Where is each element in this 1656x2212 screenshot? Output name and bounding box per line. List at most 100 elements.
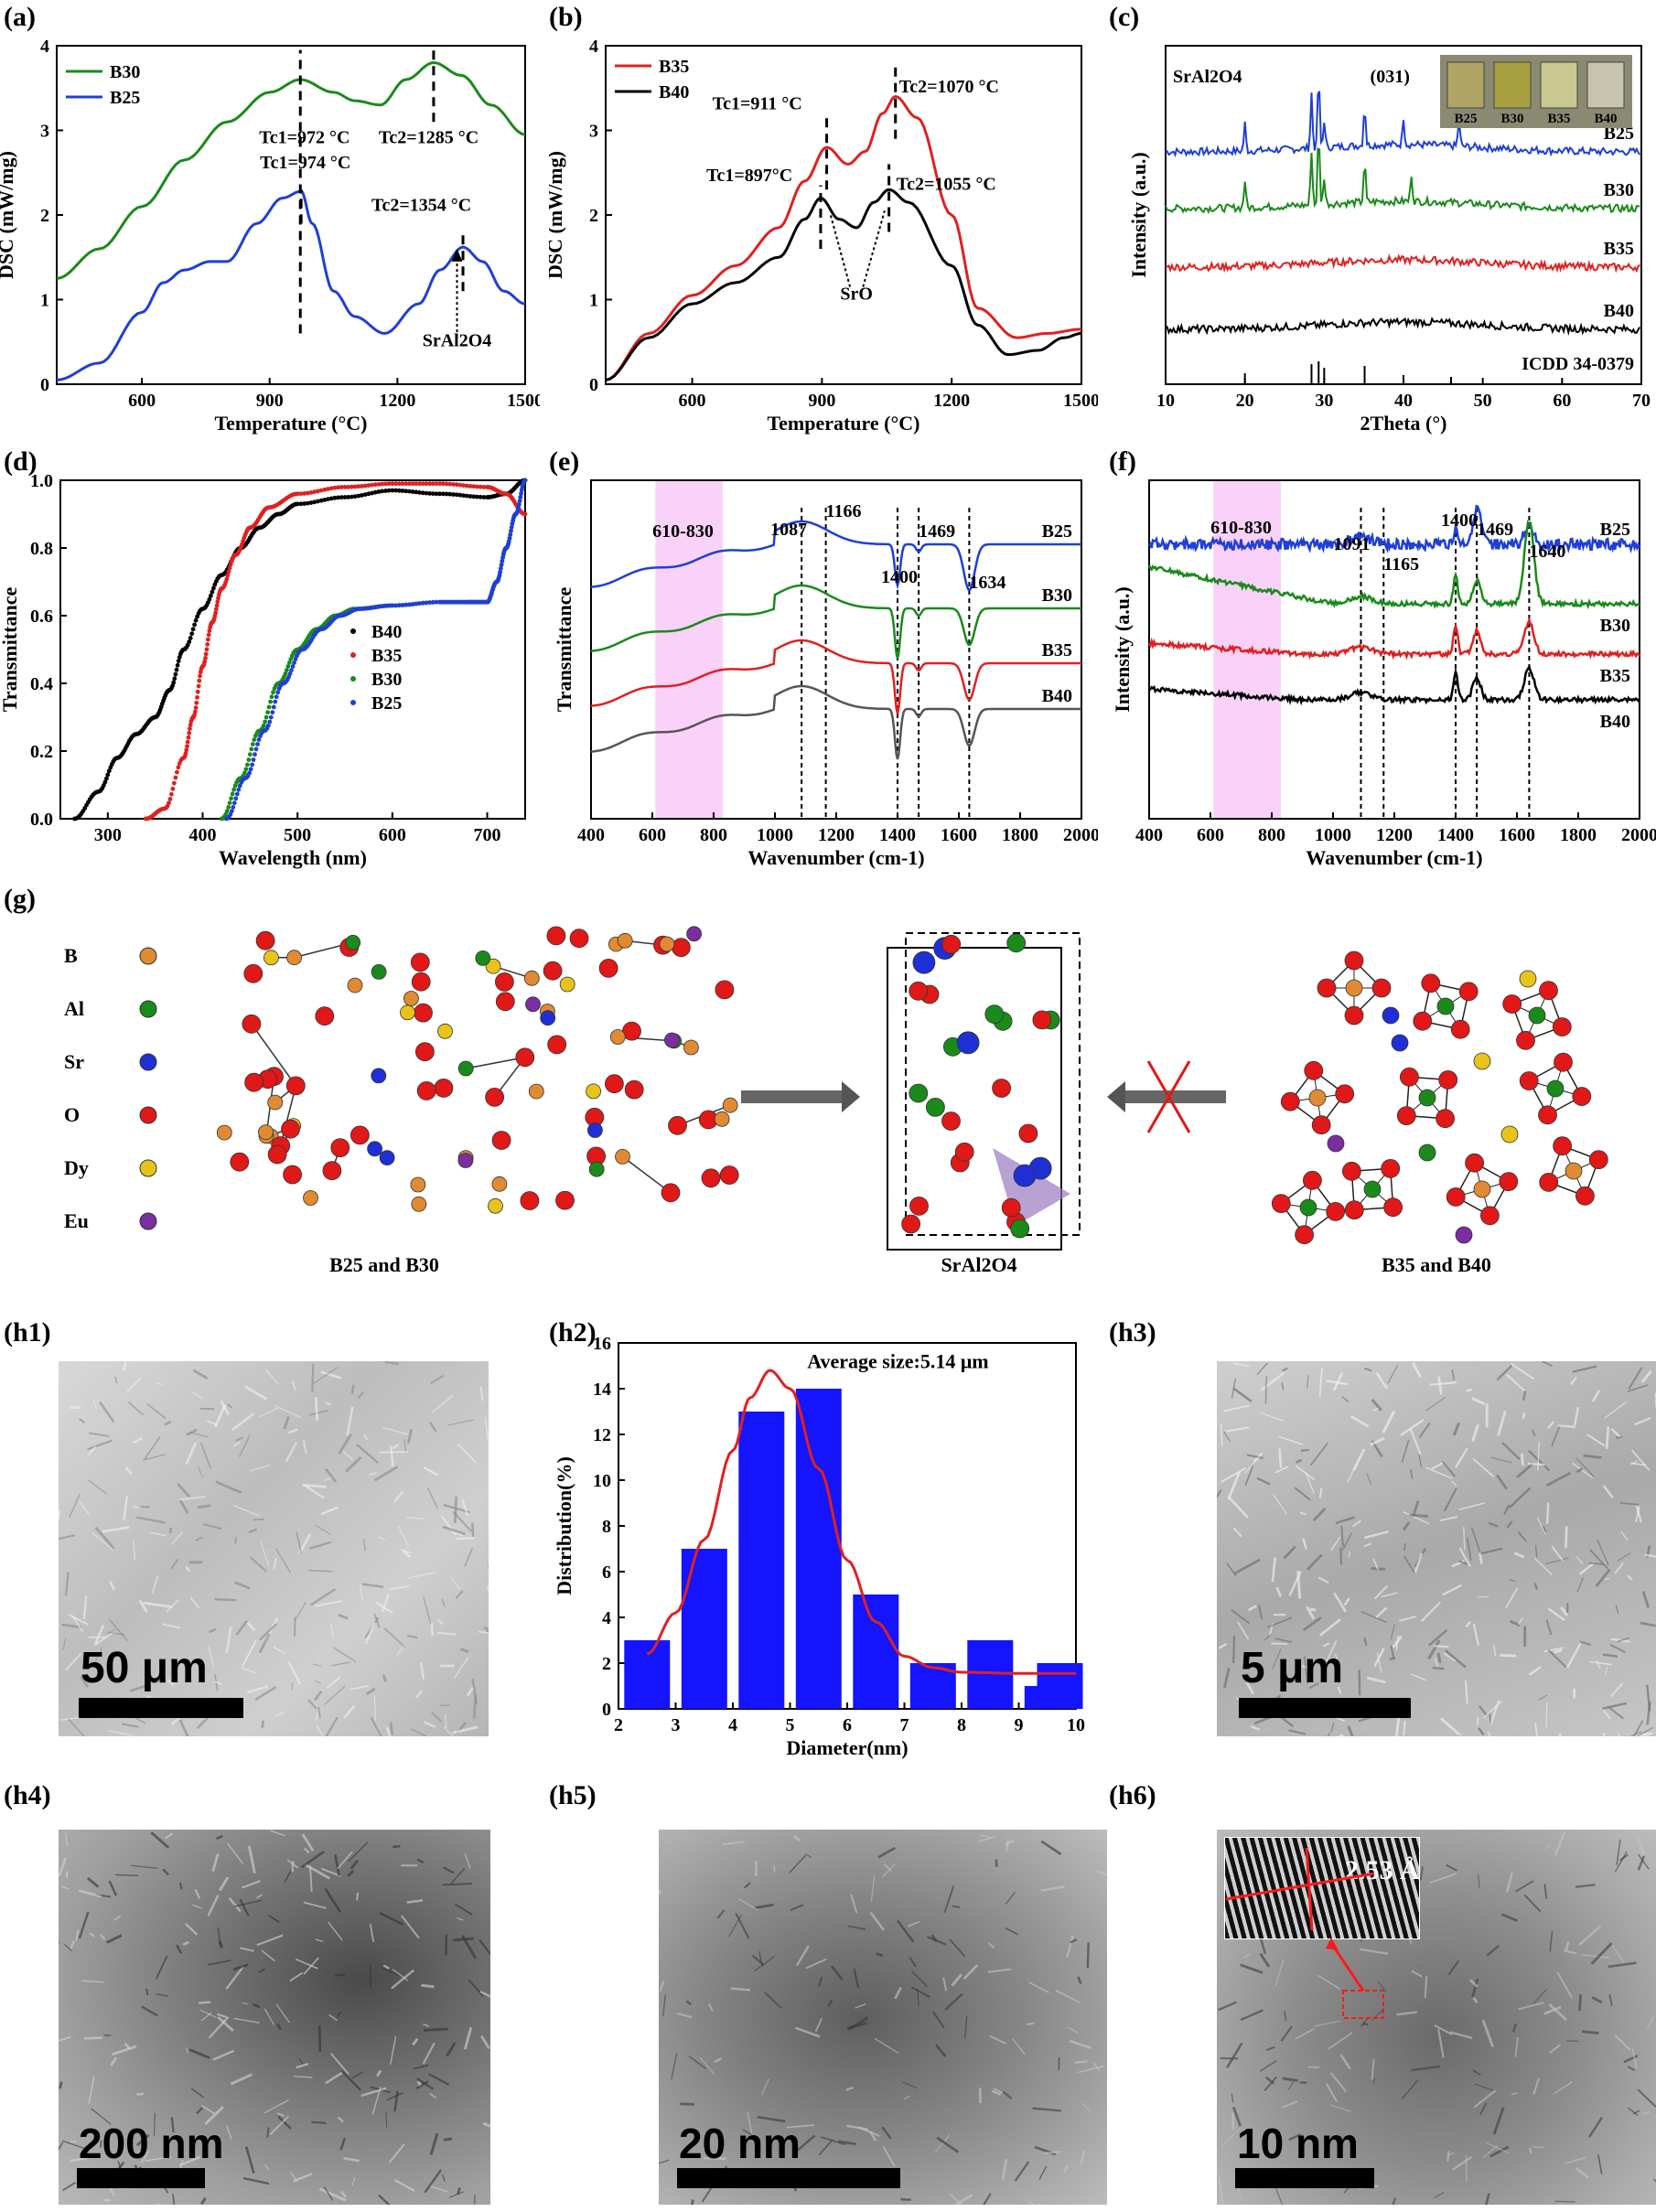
texture-stroke (1425, 1466, 1453, 1479)
texture-stroke (1232, 1635, 1236, 1663)
texture-stroke (437, 1618, 444, 1626)
texture-stroke (1005, 1839, 1009, 1852)
scatter-point-B35 (188, 726, 192, 731)
spectrum-label-B40: B40 (1600, 712, 1630, 732)
texture-stroke (416, 2078, 434, 2090)
scatter-point-B40 (342, 495, 348, 499)
texture-stroke (242, 1880, 261, 1889)
texture-stroke (1271, 1642, 1288, 1646)
scatter-point-B35 (447, 481, 453, 487)
scatter-point-B40 (104, 776, 109, 781)
texture-stroke (1576, 1577, 1585, 1593)
scatter-point-B35 (328, 486, 334, 491)
texture-stroke (1282, 2077, 1298, 2082)
texture-stroke (182, 1940, 189, 1946)
texture-stroke (246, 1621, 256, 1632)
texture-stroke (1471, 1978, 1479, 1999)
scatter-point-B35 (302, 491, 306, 496)
texture-stroke (1503, 1504, 1511, 1515)
scatter-point-B35 (186, 735, 191, 740)
texture-stroke (1306, 1605, 1316, 1620)
texture-stroke (1256, 1362, 1268, 1376)
shaded-region (655, 480, 724, 819)
spectrum-B35 (590, 639, 1081, 714)
atom-Sr (540, 1010, 556, 1026)
texture-stroke (1314, 2020, 1341, 2027)
texture-stroke (1308, 1682, 1319, 1690)
scatter-series-B35 (143, 481, 528, 821)
texture-stroke (89, 1932, 95, 1938)
atom-Dy (586, 1083, 601, 1100)
scatter-point-B35 (393, 481, 398, 487)
y-axis-label: Intensity (a.u.) (1127, 152, 1150, 278)
texture-stroke (208, 2016, 230, 2039)
scatter-point-B40 (468, 494, 473, 499)
texture-stroke (1309, 1607, 1317, 1612)
cross-mark (1146, 1060, 1191, 1133)
x-tick-label: 50 (1474, 391, 1492, 411)
texture-stroke (1596, 1659, 1601, 1669)
texture-stroke (178, 2155, 201, 2167)
texture-stroke (479, 1938, 490, 1955)
scatter-point-B40 (346, 495, 351, 499)
micrograph-h4-texture (59, 1830, 490, 2205)
texture-stroke (1299, 1511, 1307, 1516)
texture-stroke (347, 1870, 355, 1877)
annotation-sro: SrO (840, 285, 873, 305)
x-tick-label: 900 (808, 391, 835, 411)
scatter-point-B25 (498, 570, 502, 574)
texture-stroke (1317, 1974, 1341, 1990)
texture-stroke (308, 1569, 333, 1573)
atom-O (434, 1078, 454, 1098)
y-tick-label: 2 (589, 206, 598, 226)
texture-stroke (1275, 1586, 1283, 1598)
texture-stroke (1506, 1520, 1513, 1529)
texture-stroke (232, 1963, 249, 1971)
texture-stroke (112, 2045, 137, 2056)
texture-stroke (1312, 1507, 1327, 1522)
texture-stroke (124, 2042, 131, 2050)
atom-O (1436, 1109, 1455, 1129)
scatter-point-B40 (420, 490, 425, 496)
atom-Al (1546, 1079, 1565, 1098)
texture-stroke (1231, 2093, 1234, 2103)
texture-stroke (215, 1480, 242, 1495)
atom-O (1304, 1060, 1324, 1080)
texture-stroke (1548, 2003, 1568, 2022)
texture-stroke (786, 2124, 814, 2129)
texture-stroke (1595, 1568, 1611, 1587)
atom-Dy (263, 950, 279, 966)
texture-stroke (263, 2008, 275, 2025)
texture-stroke (934, 2044, 947, 2058)
scatter-point-B25 (522, 478, 528, 483)
texture-stroke (1604, 1577, 1610, 1580)
texture-stroke (108, 1618, 128, 1642)
texture-stroke (820, 2136, 846, 2145)
texture-stroke (302, 1439, 307, 1455)
x-tick-label: 5 (786, 1715, 795, 1735)
texture-stroke (151, 1575, 159, 1594)
texture-stroke (1556, 1971, 1573, 1999)
scatter-point-B40 (308, 500, 314, 505)
atom-Sr (1013, 1164, 1037, 1187)
texture-stroke (454, 1903, 473, 1916)
scatter-point-B40 (174, 667, 179, 672)
atom-O (1502, 994, 1522, 1014)
scatter-point-B40 (336, 495, 340, 500)
texture-stroke (932, 2011, 945, 2029)
scatter-point-B35 (215, 599, 220, 605)
scatter-point-B35 (214, 603, 220, 608)
texture-stroke (1442, 1584, 1462, 1596)
atom-B (216, 1124, 232, 1141)
texture-stroke (88, 1479, 107, 1495)
scatter-point-B40 (175, 662, 180, 668)
scatter-point-B25 (248, 767, 253, 772)
bond (251, 1023, 296, 1087)
scatter-point-B35 (227, 565, 232, 571)
texture-stroke (1565, 1526, 1568, 1549)
texture-stroke (1597, 1540, 1609, 1566)
texture-stroke (1580, 1954, 1610, 1959)
texture-stroke (170, 1531, 184, 1545)
texture-stroke (325, 1401, 331, 1405)
texture-stroke (291, 1861, 295, 1873)
